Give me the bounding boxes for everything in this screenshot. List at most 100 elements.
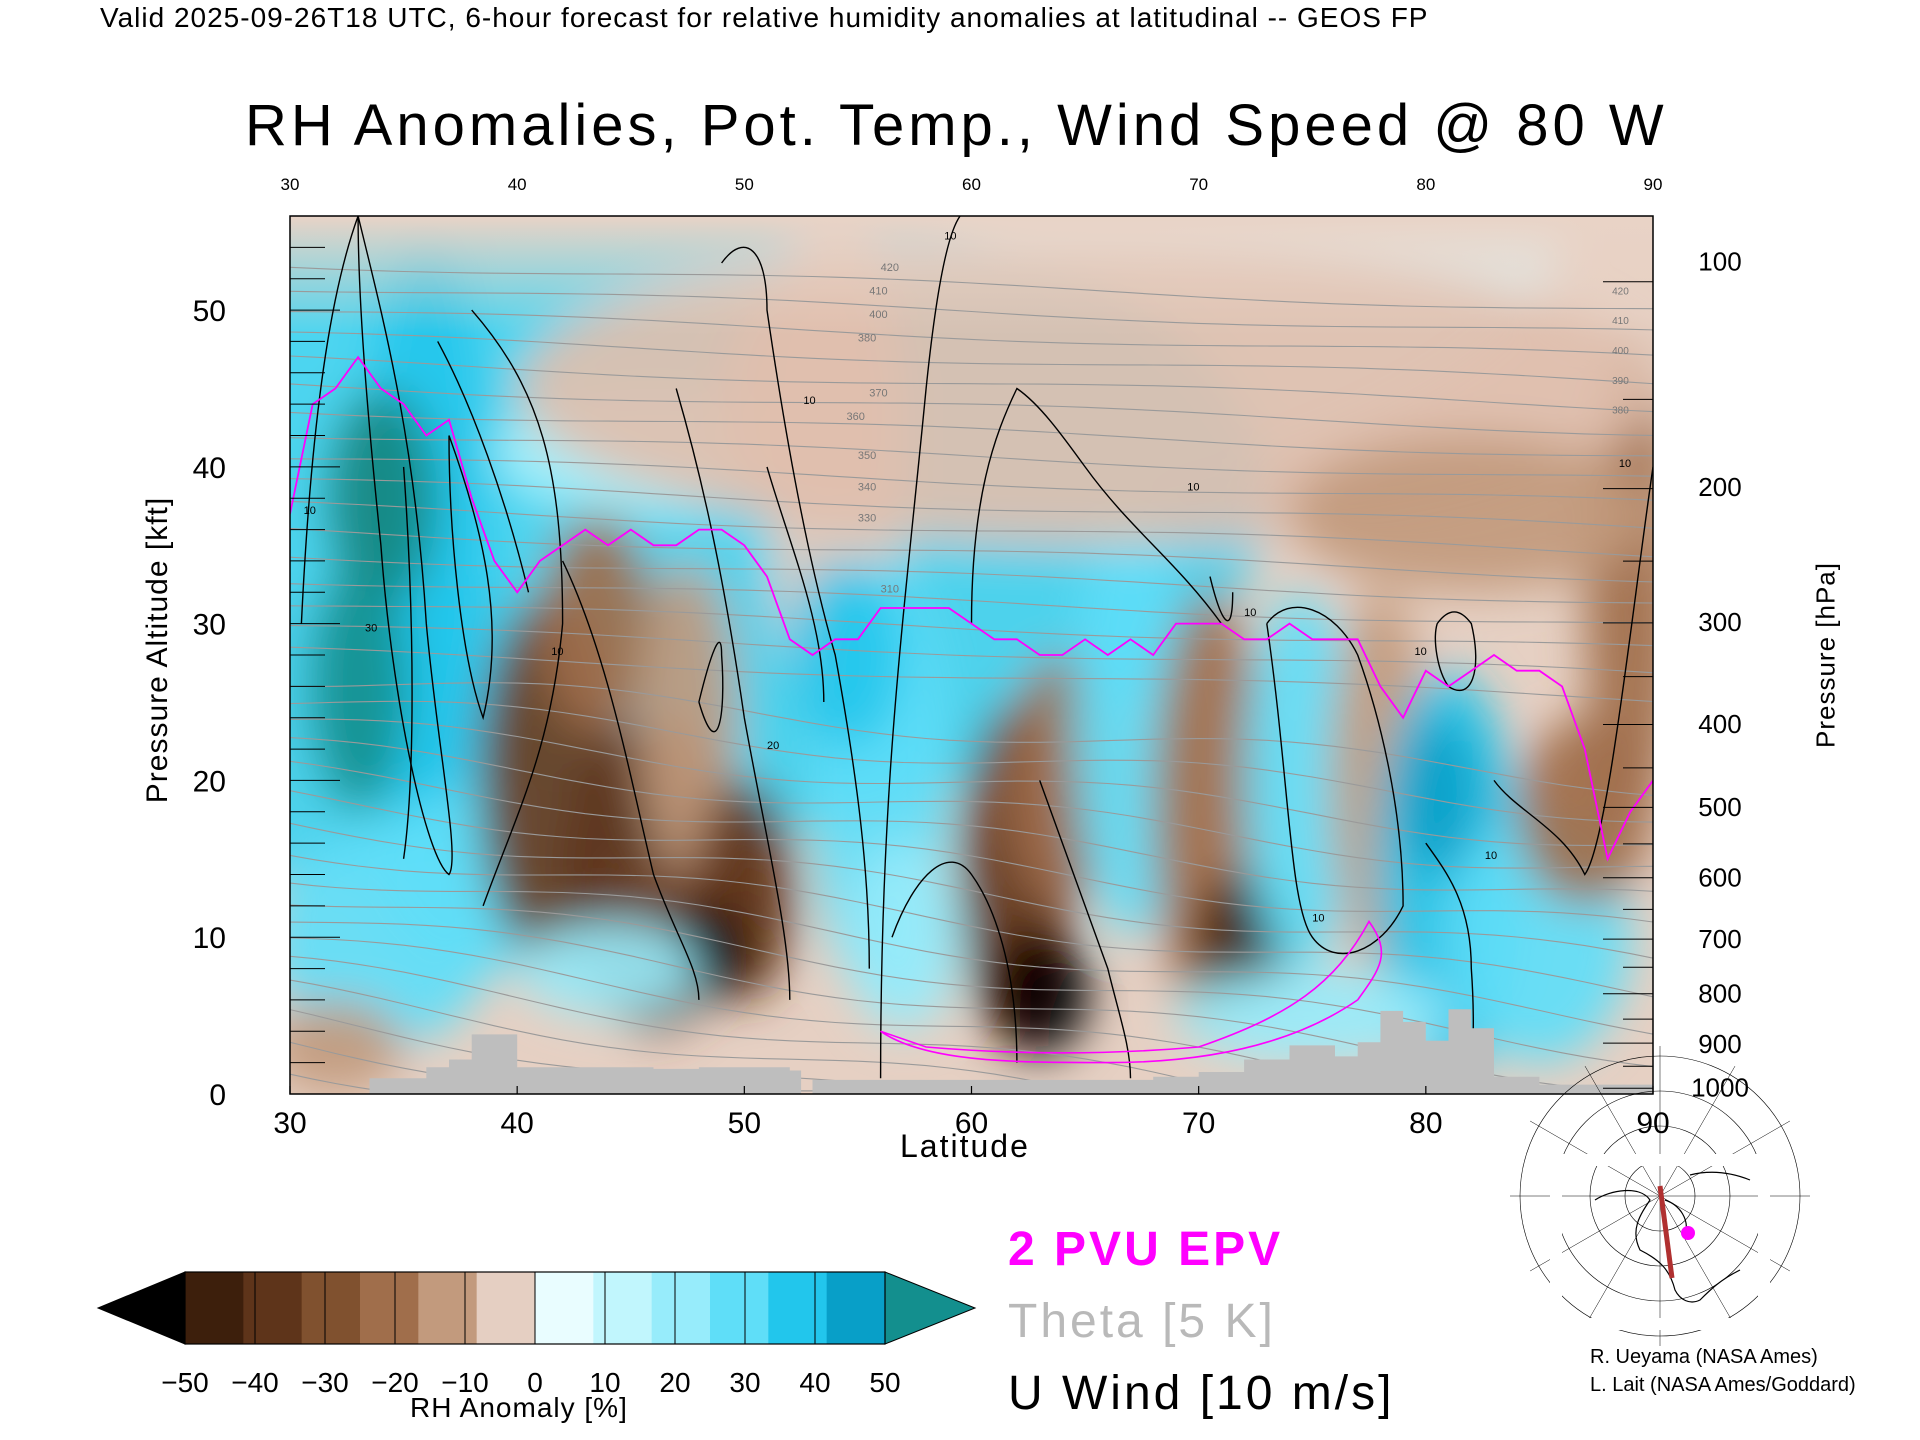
colorbar-max-arrow bbox=[884, 1271, 977, 1345]
colorbar-swatch bbox=[593, 1272, 653, 1344]
colorbar-tick-label: 10 bbox=[589, 1367, 620, 1398]
u-wind-contour-label: 10 bbox=[1485, 850, 1497, 862]
y-tick-label-right: 400 bbox=[1698, 709, 1741, 739]
anomaly-blob bbox=[517, 921, 699, 1016]
u-wind-contour-line bbox=[1266, 606, 1404, 955]
u-wind-contour-line bbox=[1493, 466, 1653, 876]
theta-contour-line bbox=[290, 646, 1653, 703]
anomaly-blob bbox=[1396, 717, 1479, 875]
epv-2pvu-line bbox=[290, 355, 1653, 862]
u-wind-contour-label: 10 bbox=[1244, 607, 1256, 619]
u-wind-contour-line bbox=[402, 466, 413, 859]
map-mask bbox=[1550, 1154, 1770, 1330]
u-wind-contour-line bbox=[1039, 780, 1132, 1079]
colorbar-swatch bbox=[651, 1272, 711, 1344]
theta-contour-line bbox=[290, 266, 1653, 310]
map-meridian bbox=[1659, 1065, 1736, 1197]
x-tick-label: 90 bbox=[1636, 1107, 1669, 1140]
colorbar-label: RH Anomaly [%] bbox=[410, 1392, 628, 1423]
colorbar-tick-label: 0 bbox=[527, 1367, 543, 1398]
theta-contour-line bbox=[290, 822, 1653, 959]
y-tick-label-left: 0 bbox=[209, 1079, 226, 1112]
y-tick-label-left: 30 bbox=[193, 609, 226, 642]
y-tick-label-left: 50 bbox=[193, 295, 226, 328]
colorbar-swatch bbox=[826, 1272, 886, 1344]
y-axis-label-left: Pressure Altitude [kft] bbox=[141, 496, 174, 804]
theta-contour-line bbox=[290, 854, 1653, 998]
theta-contour-line bbox=[290, 311, 1653, 356]
theta-contour-label: 310 bbox=[881, 583, 899, 595]
terrain-fill bbox=[290, 1009, 1653, 1094]
surface-terrain bbox=[290, 1009, 1653, 1094]
colorbar-swatch bbox=[710, 1272, 769, 1344]
u-wind-contour-label: 20 bbox=[767, 740, 779, 752]
theta-contour-line bbox=[290, 458, 1653, 501]
colorbar: −50 −40 −30 −20 −10 0 10 20 30 40 50 bbox=[96, 1271, 977, 1398]
colorbar-tick-label: −20 bbox=[371, 1367, 419, 1398]
colorbar-tick-label: 50 bbox=[869, 1367, 900, 1398]
theta-contour-line bbox=[290, 760, 1653, 892]
u-wind-contour-line bbox=[448, 435, 493, 721]
anomaly-blob bbox=[290, 999, 404, 1094]
anomaly-blob bbox=[1175, 968, 1449, 1063]
u-wind-contour-line bbox=[357, 216, 453, 876]
theta-contour-label: 330 bbox=[858, 513, 876, 525]
anomaly-blob bbox=[846, 843, 961, 1032]
x-axis-label: Latitude bbox=[900, 1128, 1030, 1164]
u-wind-contour-line bbox=[471, 309, 564, 907]
u-wind-contour-line bbox=[879, 216, 961, 1079]
theta-contour-line bbox=[290, 383, 1653, 437]
u-wind-contour-line bbox=[698, 641, 724, 733]
chart-title: RH Anomalies, Pot. Temp., Wind Speed @ 8… bbox=[245, 93, 1668, 158]
y-tick-label-right: 500 bbox=[1698, 792, 1741, 822]
theta-contour-label: 390 bbox=[1612, 376, 1629, 387]
map-meridian bbox=[1584, 1065, 1661, 1197]
u-wind-contour-line bbox=[1434, 611, 1477, 692]
theta-contour-line bbox=[290, 556, 1653, 604]
theta-contour-label: 380 bbox=[1612, 406, 1629, 417]
colorbar-tick-label: −50 bbox=[161, 1367, 209, 1398]
anomaly-blob bbox=[989, 929, 1090, 1055]
u-wind-contour-label: 10 bbox=[1414, 646, 1426, 658]
theta-contour-line bbox=[290, 700, 1653, 823]
y-tick-label-right: 1000 bbox=[1691, 1073, 1749, 1103]
map-meridian bbox=[1584, 1195, 1661, 1327]
theta-contour-label: 350 bbox=[858, 450, 876, 462]
x-tick-label: 60 bbox=[955, 1107, 988, 1140]
theta-contour-label: 410 bbox=[869, 285, 887, 297]
plot-area: 420 410 400 380 370 360 350 340 330 310 420 410 400 3… bbox=[289, 215, 1654, 1095]
theta-contour-label: 420 bbox=[881, 262, 899, 274]
theta-contour-line bbox=[290, 478, 1653, 529]
x-tick-label: 80 bbox=[1409, 1107, 1442, 1140]
theta-contour-label: 340 bbox=[858, 481, 876, 493]
theta-contour-line bbox=[290, 682, 1653, 796]
theta-contour-label: 410 bbox=[1612, 316, 1629, 327]
u-wind-contour-line bbox=[766, 466, 825, 703]
y-tick-label-right: 600 bbox=[1698, 863, 1741, 893]
y-tick-label-left: 40 bbox=[193, 452, 226, 485]
colorbar-tick-label: 30 bbox=[729, 1367, 760, 1398]
theta-contour-line bbox=[290, 437, 1653, 477]
x-top-tick-label: 40 bbox=[508, 175, 527, 194]
y-tick-label-left: 20 bbox=[193, 765, 226, 798]
colorbar-swatch bbox=[301, 1272, 361, 1344]
u-wind-contour-label: 10 bbox=[304, 505, 316, 517]
colorbar-swatch bbox=[243, 1272, 303, 1344]
u-wind-contour-label: 10 bbox=[803, 395, 815, 407]
theta-contour-line bbox=[290, 290, 1653, 331]
theta-contour-label: 360 bbox=[847, 411, 865, 423]
theta-contour-line bbox=[290, 411, 1653, 457]
y-tick-label-right: 900 bbox=[1698, 1029, 1741, 1059]
forecast-header: Valid 2025-09-26T18 UTC, 6-hour forecast… bbox=[100, 2, 1429, 33]
theta-contour-line bbox=[290, 718, 1653, 846]
x-tick-label: 50 bbox=[728, 1107, 761, 1140]
theta-contour-label: 420 bbox=[1612, 286, 1629, 297]
u-wind-contour-label: 30 bbox=[365, 622, 377, 634]
theta-contour-line bbox=[290, 625, 1653, 674]
u-wind-contour-label: 10 bbox=[1312, 913, 1324, 925]
anomaly-blob bbox=[1244, 592, 1358, 969]
x-top-tick-label: 30 bbox=[281, 175, 300, 194]
u-wind-contour-line bbox=[721, 246, 870, 969]
